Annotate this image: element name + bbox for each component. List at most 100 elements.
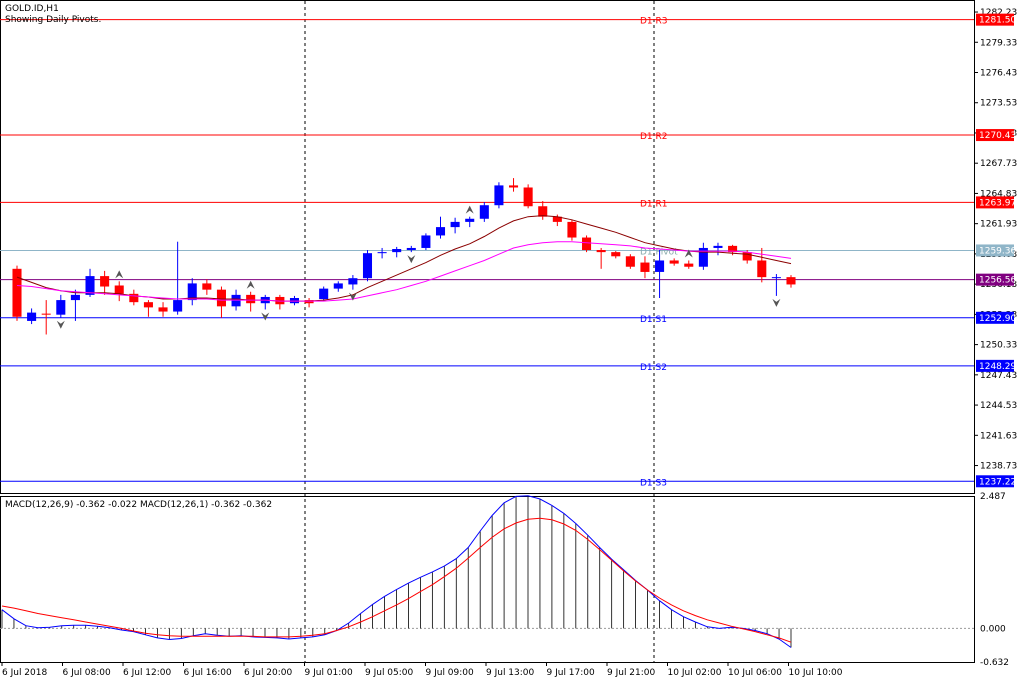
time-axis-label: 9 Jul 01:00 <box>305 668 354 678</box>
price-tick-label: 1282.23 <box>980 8 1017 18</box>
macd-line <box>1 495 792 648</box>
candle-body <box>27 312 37 321</box>
pivot-value-label: 1281.50 <box>979 16 1016 26</box>
candle-body <box>479 205 489 219</box>
candle-body <box>406 247 416 251</box>
price-tick-label: 1273.53 <box>980 99 1017 109</box>
time-axis-label: 9 Jul 17:00 <box>547 668 596 678</box>
time-axis-label: 6 Jul 2018 <box>2 668 47 678</box>
pivot-value-label: 1263.97 <box>979 198 1016 208</box>
candle-body <box>669 260 679 264</box>
pivot-name-label: D1 S1 <box>640 315 667 325</box>
chart-subtitle: Showing Daily Pivots. <box>5 15 102 25</box>
pivot-value-label: 1252.90 <box>979 314 1016 324</box>
candle-body <box>85 276 95 295</box>
candle-body <box>100 276 110 287</box>
pivot-name-label: D1 Pivot <box>640 247 678 257</box>
pivot-value-box <box>976 129 1014 142</box>
time-axis-label: 6 Jul 08:00 <box>63 668 112 678</box>
candle-body <box>70 294 80 301</box>
time-axis-label: 10 Jul 10:00 <box>789 668 843 678</box>
time-axis-label: 10 Jul 02:00 <box>668 668 722 678</box>
candle-body <box>143 302 153 308</box>
macd-tick-label: 0.000 <box>980 624 1006 634</box>
pivot-value-label: 1256.56 <box>979 276 1016 286</box>
candle-body <box>246 294 256 304</box>
pivot-value-box <box>976 359 1014 372</box>
moving-average-line <box>16 241 792 302</box>
candle-body <box>173 300 183 312</box>
price-tick-label: 1279.33 <box>980 38 1017 48</box>
time-axis-label: 6 Jul 16:00 <box>184 668 233 678</box>
candle-body <box>114 285 124 294</box>
macd-pane-frame <box>0 496 975 663</box>
pivot-value-label: 1270.43 <box>979 131 1016 141</box>
time-axis-label: 6 Jul 20:00 <box>244 668 293 678</box>
candle-body <box>728 245 738 253</box>
candle-body <box>698 247 708 267</box>
price-tick-label: 1250.33 <box>980 341 1017 351</box>
candle-body <box>509 185 519 188</box>
macd-signal-line <box>1 517 792 643</box>
candle-body <box>435 227 446 236</box>
candle-body <box>684 263 694 267</box>
fractal-down-icon <box>348 292 357 301</box>
fractal-down-icon <box>772 298 781 307</box>
candle-body <box>655 260 665 272</box>
candle-body <box>465 218 475 222</box>
price-tick-label: 1264.83 <box>980 189 1017 199</box>
time-axis-label: 9 Jul 09:00 <box>426 668 475 678</box>
candle-body <box>129 293 139 303</box>
candle-body <box>494 185 504 206</box>
fractal-up-icon <box>115 270 124 279</box>
pivot-value-label: 1237.22 <box>979 477 1016 487</box>
price-tick-label: 1238.73 <box>980 462 1017 472</box>
time-axis-label: 9 Jul 13:00 <box>486 668 535 678</box>
moving-average-line <box>16 215 792 302</box>
price-tick-label: 1244.53 <box>980 401 1017 411</box>
pivot-name-label: D1 R1 <box>640 199 668 209</box>
macd-tick-label: 2.487 <box>980 492 1006 502</box>
fractal-down-icon <box>56 320 65 329</box>
fractal-up-icon <box>684 249 693 258</box>
price-tick-label: 1261.93 <box>980 220 1017 230</box>
candle-body <box>56 300 66 315</box>
candle-body <box>202 283 212 290</box>
candle-body <box>216 289 226 307</box>
time-axis-label: 9 Jul 05:00 <box>365 668 414 678</box>
pivot-name-label: D1 R2 <box>640 132 668 142</box>
pivot-value-label: 1259.36 <box>979 246 1016 256</box>
candle-body <box>392 249 402 253</box>
candle-body <box>771 277 781 279</box>
candle-body <box>304 300 314 304</box>
price-tick-label: 1247.43 <box>980 371 1017 381</box>
chart-symbol: GOLD.ID,H1 <box>5 4 59 14</box>
candle-body <box>158 307 168 312</box>
pivot-name-label: D1 S2 <box>640 363 667 373</box>
pivot-value-label: 1248.29 <box>979 362 1016 372</box>
price-tick-label: 1241.63 <box>980 431 1017 441</box>
fractal-up-icon <box>246 280 255 289</box>
candle-body <box>421 235 431 248</box>
candle-body <box>41 313 51 315</box>
pivot-value-box <box>976 311 1014 324</box>
candle-body <box>552 216 562 222</box>
pivot-value-box <box>976 196 1014 209</box>
candle-body <box>786 277 796 285</box>
candle-body <box>523 187 533 207</box>
candle-body <box>713 245 723 248</box>
candle-body <box>12 268 22 317</box>
price-tick-label: 1276.43 <box>980 68 1017 78</box>
fractal-up-icon <box>465 205 474 214</box>
candle-body <box>231 294 241 307</box>
time-axis-label: 10 Jul 06:00 <box>728 668 782 678</box>
price-pane-frame <box>0 0 975 494</box>
candle-body <box>611 252 621 257</box>
time-axis-label: 6 Jul 12:00 <box>123 668 172 678</box>
fractal-down-icon <box>261 312 270 321</box>
candle-body <box>319 288 329 300</box>
price-tick-label: 1267.73 <box>980 159 1017 169</box>
candle-body <box>640 262 650 272</box>
